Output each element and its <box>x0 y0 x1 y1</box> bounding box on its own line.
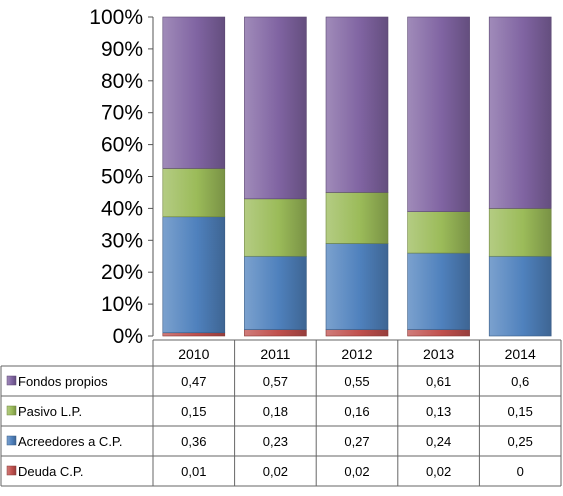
table-cell-value: 0,02 <box>344 464 369 479</box>
bar-fondos-propios-2012 <box>325 16 389 193</box>
legend-key-pasivo-l-p <box>6 405 17 416</box>
bar-deuda-c-p-2013 <box>407 329 470 337</box>
table-cell-value: 0,57 <box>263 374 288 389</box>
bar-pasivo-l-p-2014 <box>488 208 552 257</box>
table-cell-value: 0,27 <box>344 434 369 449</box>
bar-fondos-propios-2013 <box>407 16 470 212</box>
bar-pasivo-l-p-2011 <box>244 198 307 257</box>
bars-layer <box>162 16 552 337</box>
table-cell-value: 0,55 <box>344 374 369 389</box>
bar-fondos-propios-2010 <box>162 16 226 169</box>
table-cell-value: 0 <box>517 464 524 479</box>
y-tick-label: 60% <box>101 134 143 157</box>
y-tick-label: 40% <box>101 197 143 220</box>
table-cell-value: 0,25 <box>508 434 533 449</box>
bar-pasivo-l-p-2013 <box>407 211 470 254</box>
y-tick-label: 30% <box>101 229 143 252</box>
y-tick-label: 100% <box>89 6 143 29</box>
table-cell-value: 0,36 <box>181 434 206 449</box>
bar-acreedores-a-c-p-2011 <box>244 255 307 330</box>
table-cell-value: 0,15 <box>508 404 533 419</box>
y-tick-label: 90% <box>101 38 143 61</box>
legend-label-pasivo-l-p: Pasivo L.P. <box>18 404 82 419</box>
bar-fondos-propios-2014 <box>488 16 552 209</box>
table-cell-value: 0,47 <box>181 374 206 389</box>
table-cell-value: 0,18 <box>263 404 288 419</box>
bar-acreedores-a-c-p-2010 <box>162 216 226 334</box>
x-category-label: 2013 <box>423 346 454 362</box>
bar-acreedores-a-c-p-2013 <box>407 252 470 330</box>
legend-label-acreedores-a-c-p: Acreedores a C.P. <box>18 434 123 449</box>
legend-key-fondos-propios <box>6 375 17 386</box>
data-table: 2010 2011 2012 2013 2014 Fondos propios 0,47 0,… <box>0 339 562 487</box>
table-cell-value: 0,02 <box>426 464 451 479</box>
legend-key-acreedores-a-c-p <box>6 435 17 446</box>
bar-acreedores-a-c-p-2014 <box>488 255 552 337</box>
x-category-label: 2011 <box>260 346 290 362</box>
y-axis: 0% 10% 20% 30% 40% 50% 60% 70% 80% 90% 100% <box>89 6 154 348</box>
y-tick-label: 10% <box>101 293 143 316</box>
table-cell-value: 0,16 <box>344 404 369 419</box>
y-tick-label: 80% <box>101 70 143 93</box>
y-tick-label: 50% <box>101 166 143 189</box>
table-cell-value: 0,13 <box>426 404 451 419</box>
y-tick-label: 70% <box>101 102 143 125</box>
bar-pasivo-l-p-2010 <box>162 168 226 218</box>
table-cell-value: 0,23 <box>263 434 288 449</box>
bar-deuda-c-p-2011 <box>244 329 307 337</box>
table-cell-value: 0,15 <box>181 404 206 419</box>
y-tick-label: 0% <box>113 325 143 348</box>
table-cell-value: 0,24 <box>426 434 451 449</box>
table-cell-value: 0,02 <box>263 464 288 479</box>
y-tick-label: 20% <box>101 261 143 284</box>
x-category-label: 2014 <box>505 346 536 362</box>
bar-fondos-propios-2011 <box>244 16 307 200</box>
legend-label-deuda-c-p: Deuda C.P. <box>18 464 84 479</box>
bar-pasivo-l-p-2012 <box>325 192 389 244</box>
table-cell-value: 0,6 <box>511 374 529 389</box>
legend-label-fondos-propios: Fondos propios <box>18 374 108 389</box>
x-category-label: 2012 <box>341 346 372 362</box>
bar-deuda-c-p-2012 <box>325 329 389 337</box>
bar-acreedores-a-c-p-2012 <box>325 243 389 330</box>
legend-key-deuda-c-p <box>6 465 17 476</box>
table-cell-value: 0,01 <box>181 464 206 479</box>
bar-deuda-c-p-2010 <box>162 332 226 337</box>
table-cell-value: 0,61 <box>426 374 451 389</box>
x-category-label: 2010 <box>178 346 209 362</box>
